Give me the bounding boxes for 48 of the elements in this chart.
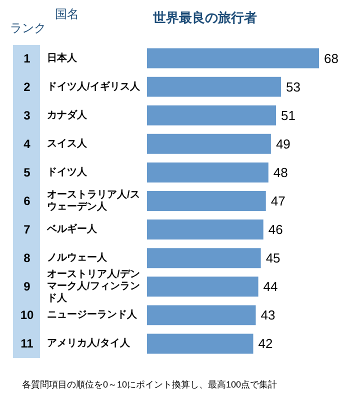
- data-label: 51: [281, 108, 296, 123]
- bar: [147, 48, 319, 68]
- data-label: 44: [263, 279, 278, 294]
- bar: [147, 305, 256, 326]
- bar: [147, 134, 271, 154]
- y-tick-label: オーストリア人/デンマーク人/フィンランド人: [47, 268, 140, 304]
- y-tick-label: ドイツ人/イギリス人: [47, 80, 141, 92]
- data-label: 46: [268, 222, 283, 238]
- bar: [147, 276, 258, 297]
- data-label: 68: [324, 50, 338, 66]
- y-tick-label: ドイツ人: [47, 166, 88, 178]
- text: 10: [20, 308, 34, 322]
- text: 3: [24, 108, 31, 122]
- text: 9: [24, 280, 31, 294]
- data-label: 43: [260, 308, 276, 323]
- bar: [147, 191, 266, 211]
- y-tick-label: ノルウェー人: [47, 252, 108, 264]
- data-label: 47: [270, 194, 286, 208]
- bar: [147, 220, 264, 240]
- text: 8: [24, 251, 31, 266]
- y-tick-label: スイス人: [47, 137, 88, 150]
- bar: [147, 105, 276, 126]
- bar: [147, 76, 282, 97]
- text: 11: [20, 336, 34, 351]
- bar: [147, 162, 268, 182]
- bar: [147, 248, 261, 268]
- chart-title: 世界最良の旅行者: [152, 10, 257, 25]
- text: 1: [24, 51, 31, 66]
- text: 7: [24, 222, 31, 237]
- text: 5: [24, 165, 31, 180]
- data-label: 49: [276, 136, 290, 152]
- y-axis-title: 国名: [55, 7, 79, 21]
- data-label: 53: [286, 79, 301, 94]
- text: 4: [24, 136, 31, 151]
- y-tick-label: アメリカ人/タイ人: [47, 337, 131, 350]
- data-label: 42: [258, 336, 273, 352]
- text: 6: [24, 194, 31, 208]
- y-tick-label: 日本人: [47, 52, 78, 64]
- data-label: 45: [266, 250, 280, 266]
- text: ランク: [10, 21, 46, 35]
- data-label: 48: [273, 164, 288, 180]
- y-tick-label: ニュージーランド人: [47, 308, 138, 321]
- text: 各質問項目の順位を0～10にポイント換算し、最高100点で集計: [22, 380, 278, 390]
- y-tick-label: オーストラリア人/スウェーデン人: [47, 188, 140, 212]
- y-tick-label: ベルギー人: [46, 223, 98, 236]
- y-tick-label: カナダ人: [47, 108, 88, 121]
- bar: [147, 334, 254, 354]
- text: 2: [24, 80, 31, 94]
